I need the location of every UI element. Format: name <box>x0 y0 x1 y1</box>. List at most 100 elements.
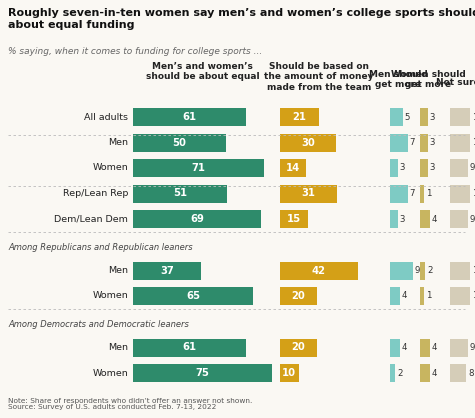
Bar <box>280 108 319 126</box>
Bar <box>280 287 317 305</box>
Text: 4: 4 <box>402 343 408 352</box>
Text: 3: 3 <box>429 138 435 147</box>
Text: 10: 10 <box>472 266 475 275</box>
Bar <box>133 133 226 151</box>
Bar <box>390 364 395 382</box>
Text: Rep/Lean Rep: Rep/Lean Rep <box>63 189 128 198</box>
Bar <box>280 133 335 151</box>
Text: 14: 14 <box>286 163 300 173</box>
Bar <box>420 364 430 382</box>
Bar <box>450 210 468 228</box>
Bar <box>133 108 246 126</box>
Bar <box>420 108 428 126</box>
Bar <box>280 364 298 382</box>
Text: Roughly seven-in-ten women say men’s and women’s college sports should get
about: Roughly seven-in-ten women say men’s and… <box>8 8 475 30</box>
Text: Women: Women <box>92 369 128 377</box>
Bar <box>133 210 261 228</box>
Text: 15: 15 <box>287 214 301 224</box>
Text: Women: Women <box>92 291 128 301</box>
Text: 3: 3 <box>399 214 405 224</box>
Text: 10: 10 <box>282 368 296 378</box>
Bar <box>450 287 470 305</box>
Bar <box>450 262 470 280</box>
Bar <box>133 339 246 357</box>
Text: 4: 4 <box>432 343 437 352</box>
Text: 4: 4 <box>432 369 437 377</box>
Bar <box>420 287 424 305</box>
Bar <box>133 287 253 305</box>
Text: Men should
get more: Men should get more <box>369 70 428 89</box>
Text: 4: 4 <box>402 291 408 301</box>
Bar <box>280 184 337 202</box>
Bar <box>450 108 470 126</box>
Bar <box>420 184 424 202</box>
Text: 50: 50 <box>172 138 186 148</box>
Text: 30: 30 <box>301 138 314 148</box>
Text: 65: 65 <box>186 291 200 301</box>
Text: 10: 10 <box>472 138 475 147</box>
Bar <box>133 184 228 202</box>
Text: Among Democrats and Democratic leaners: Among Democrats and Democratic leaners <box>8 320 189 329</box>
Text: % saying, when it comes to funding for college sports ...: % saying, when it comes to funding for c… <box>8 47 262 56</box>
Text: Note: Share of respondents who didn’t offer an answer not shown.
Source: Survey : Note: Share of respondents who didn’t of… <box>8 398 252 410</box>
Text: Should be based on
the amount of money
made from the team: Should be based on the amount of money m… <box>264 62 374 92</box>
Text: 31: 31 <box>302 189 316 199</box>
Text: Men: Men <box>108 138 128 147</box>
Bar <box>390 184 408 202</box>
Text: Men: Men <box>108 343 128 352</box>
Bar <box>390 133 408 151</box>
Bar <box>133 364 272 382</box>
Bar <box>390 339 400 357</box>
Bar <box>420 159 428 177</box>
Bar <box>133 159 265 177</box>
Bar <box>390 210 398 228</box>
Bar <box>450 133 470 151</box>
Text: 2: 2 <box>397 369 402 377</box>
Text: 42: 42 <box>312 265 326 275</box>
Text: 51: 51 <box>173 189 187 199</box>
Bar <box>280 210 308 228</box>
Text: 10: 10 <box>472 112 475 122</box>
Text: 9: 9 <box>470 163 475 173</box>
Text: 3: 3 <box>429 163 435 173</box>
Text: Women: Women <box>92 163 128 173</box>
Text: Women should
get more: Women should get more <box>390 70 466 89</box>
Text: 9: 9 <box>470 343 475 352</box>
Text: 37: 37 <box>161 265 174 275</box>
Bar <box>420 339 430 357</box>
Text: 21: 21 <box>293 112 306 122</box>
Bar <box>280 262 358 280</box>
Bar <box>450 159 468 177</box>
Text: 20: 20 <box>292 342 305 352</box>
Bar <box>133 262 201 280</box>
Text: 9: 9 <box>415 266 420 275</box>
Text: Men: Men <box>108 266 128 275</box>
Text: 7: 7 <box>409 189 415 198</box>
Text: 3: 3 <box>399 163 405 173</box>
Text: 20: 20 <box>292 291 305 301</box>
Text: 69: 69 <box>190 214 204 224</box>
Text: 1: 1 <box>426 189 431 198</box>
Text: 7: 7 <box>409 138 415 147</box>
Text: 71: 71 <box>192 163 206 173</box>
Bar <box>420 262 425 280</box>
Text: 4: 4 <box>432 214 437 224</box>
Text: Dem/Lean Dem: Dem/Lean Dem <box>54 214 128 224</box>
Text: Among Republicans and Republican leaners: Among Republicans and Republican leaners <box>8 243 193 252</box>
Bar <box>450 364 466 382</box>
Text: All adults: All adults <box>84 112 128 122</box>
Text: Men’s and women’s
should be about equal: Men’s and women’s should be about equal <box>145 62 259 82</box>
Bar <box>280 159 306 177</box>
Text: Not sure: Not sure <box>436 78 475 87</box>
Text: 9: 9 <box>470 214 475 224</box>
Text: 75: 75 <box>195 368 209 378</box>
Bar <box>390 159 398 177</box>
Text: 1: 1 <box>426 291 431 301</box>
Bar <box>420 133 428 151</box>
Bar <box>390 108 402 126</box>
Text: 61: 61 <box>182 342 197 352</box>
Bar <box>450 184 470 202</box>
Text: 2: 2 <box>427 266 433 275</box>
Bar <box>390 287 400 305</box>
Bar <box>450 339 468 357</box>
